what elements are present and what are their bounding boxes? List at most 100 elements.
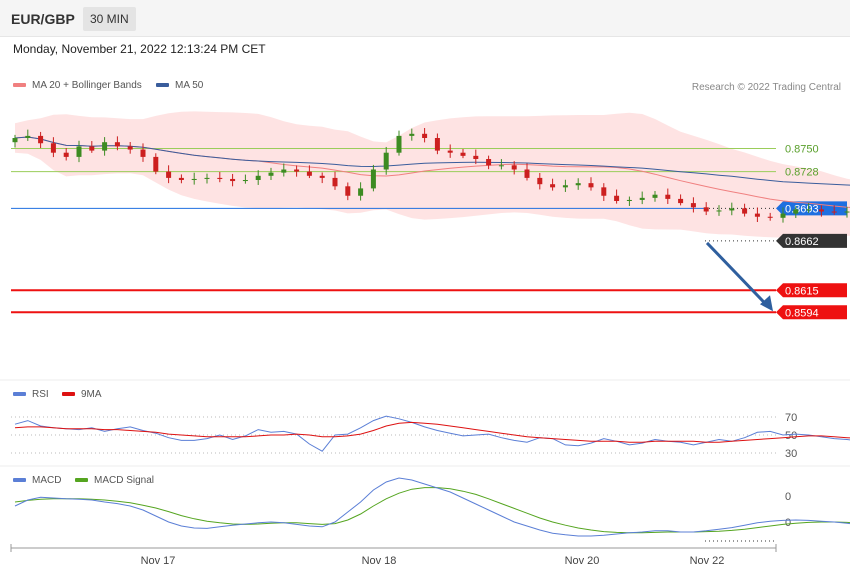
candle-body [50, 143, 56, 153]
timeframe-badge[interactable]: 30 MIN [83, 7, 136, 31]
candle-body [703, 207, 709, 212]
legend-label: MACD [32, 475, 61, 486]
moving-averages [14, 136, 850, 208]
legend-label: RSI [32, 389, 49, 400]
candle-body [102, 142, 108, 151]
candle-body [76, 146, 82, 157]
candle [806, 203, 812, 213]
candle-body [588, 183, 594, 188]
candle [844, 206, 850, 218]
candle-body [63, 152, 69, 157]
legend-swatch [156, 83, 169, 87]
candle-body [89, 146, 95, 151]
candle-body [319, 175, 325, 178]
time-tick-label: Nov 17 [141, 555, 176, 567]
candle-body [383, 152, 389, 170]
candle [281, 163, 287, 177]
candle [626, 196, 632, 206]
candle-body [550, 184, 556, 188]
candle-body [639, 197, 645, 200]
candle-body [409, 133, 415, 136]
credit-text: Research © 2022 Trading Central [692, 82, 841, 93]
candle-body [473, 155, 479, 159]
candle [319, 172, 325, 184]
candle-body [345, 186, 351, 196]
candle [562, 179, 568, 192]
price-tag [776, 305, 847, 320]
candle [166, 165, 172, 184]
candle [742, 203, 748, 217]
projection-arrow-head [760, 295, 773, 312]
candle-body [665, 194, 671, 199]
candle-body [434, 138, 440, 151]
candle-body [716, 210, 722, 212]
time-axis: Nov 17 Nov 18 Nov 20 Nov 22 [10, 544, 777, 567]
candle [38, 131, 44, 149]
candle-body [754, 213, 760, 217]
candle [204, 173, 210, 184]
candle [614, 189, 620, 204]
rsi-level-label: 30 [785, 448, 797, 460]
price-tag-label: 0.8728 [785, 167, 819, 179]
candle-body [511, 165, 517, 170]
candle-body [486, 159, 492, 166]
candle [153, 153, 159, 175]
price-tag-label: 0.8594 [785, 307, 819, 319]
candle [345, 182, 351, 201]
candle [754, 207, 760, 222]
candle [460, 148, 466, 159]
candle-body [422, 133, 428, 138]
candle [793, 206, 799, 218]
candle-body [140, 149, 146, 157]
candle-body [281, 169, 287, 173]
candle [486, 155, 492, 170]
rsi-level-label: 50 [785, 430, 797, 442]
candle [524, 163, 530, 181]
time-tick-label: Nov 20 [565, 555, 600, 567]
candle [690, 197, 696, 213]
price-tag-label: 0.8662 [785, 236, 819, 248]
candle [191, 172, 197, 185]
rsi-level-label: 70 [785, 412, 797, 424]
candle-body [729, 208, 735, 211]
candle-body [12, 138, 18, 143]
candle [358, 182, 364, 201]
price-tag [776, 233, 847, 248]
price-tag-label: 0.8693 [785, 203, 819, 215]
candle-body [780, 213, 786, 218]
legend-label: MA 50 [175, 80, 204, 91]
candle [575, 178, 581, 190]
candle [831, 205, 837, 215]
legend-swatch [62, 392, 75, 396]
candle [716, 205, 722, 216]
price-tag [776, 283, 847, 298]
legend-swatch [13, 83, 26, 87]
candle-body [562, 185, 568, 188]
symbol-title: EUR/GBP [11, 11, 75, 27]
candle [370, 164, 376, 192]
candle [588, 177, 594, 191]
legend-label: MACD Signal [94, 475, 154, 486]
candles [12, 128, 850, 223]
candle [268, 167, 274, 180]
legend-swatch [13, 392, 26, 396]
candle [383, 146, 389, 175]
candle [63, 147, 69, 161]
candle [537, 173, 543, 190]
rsi-panel: 70 50 30 [11, 412, 850, 460]
candle [396, 130, 402, 156]
candle-body [127, 146, 133, 150]
candle [422, 128, 428, 143]
candle-body [230, 178, 236, 182]
price-tag-label: 0.8750 [785, 144, 819, 156]
candle-body [38, 135, 44, 144]
candle-body [678, 198, 684, 204]
ma50-line [14, 136, 850, 186]
macd-level-label: 0 [785, 491, 791, 503]
candle-body [332, 177, 338, 187]
candle-body [742, 208, 748, 214]
candle-body [447, 150, 453, 153]
candle [729, 202, 735, 216]
